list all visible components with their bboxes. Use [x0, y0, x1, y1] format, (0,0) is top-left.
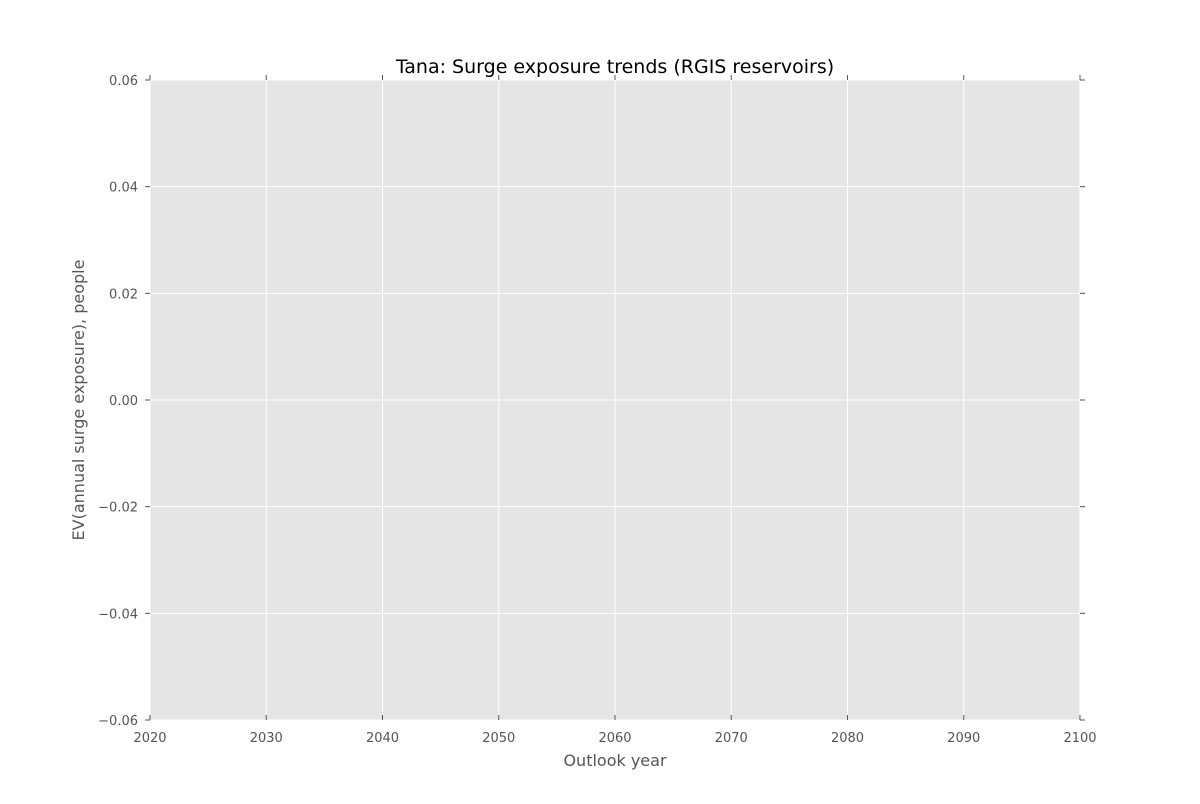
y-tick-label: −0.06 — [98, 714, 138, 729]
x-tick-label: 2100 — [1063, 731, 1096, 746]
y-tick-label: 0.00 — [109, 394, 138, 409]
y-tick-label: −0.02 — [98, 501, 138, 516]
tick-labels: 2020 2030 2040 2050 2060 2070 2080 2090 2100 −0.0… — [98, 74, 1096, 746]
x-tick-label: 2090 — [947, 731, 980, 746]
y-tick-label: 0.02 — [109, 287, 138, 302]
x-tick-label: 2070 — [715, 731, 748, 746]
y-tick-label: 0.04 — [109, 181, 138, 196]
axis-ticks — [145, 75, 1085, 721]
x-tick-label: 2050 — [482, 731, 515, 746]
y-tick-label: 0.06 — [109, 74, 138, 89]
x-tick-label: 2020 — [133, 731, 166, 746]
x-tick-label: 2040 — [366, 731, 399, 746]
y-axis-label: EV(annual surge exposure), people — [69, 260, 88, 541]
chart-title: Tana: Surge exposure trends (RGIS reserv… — [395, 56, 834, 78]
x-tick-label: 2030 — [250, 731, 283, 746]
x-tick-label: 2080 — [831, 731, 864, 746]
x-tick-label: 2060 — [598, 731, 631, 746]
y-tick-label: −0.04 — [98, 607, 138, 622]
x-axis-label: Outlook year — [563, 751, 667, 770]
